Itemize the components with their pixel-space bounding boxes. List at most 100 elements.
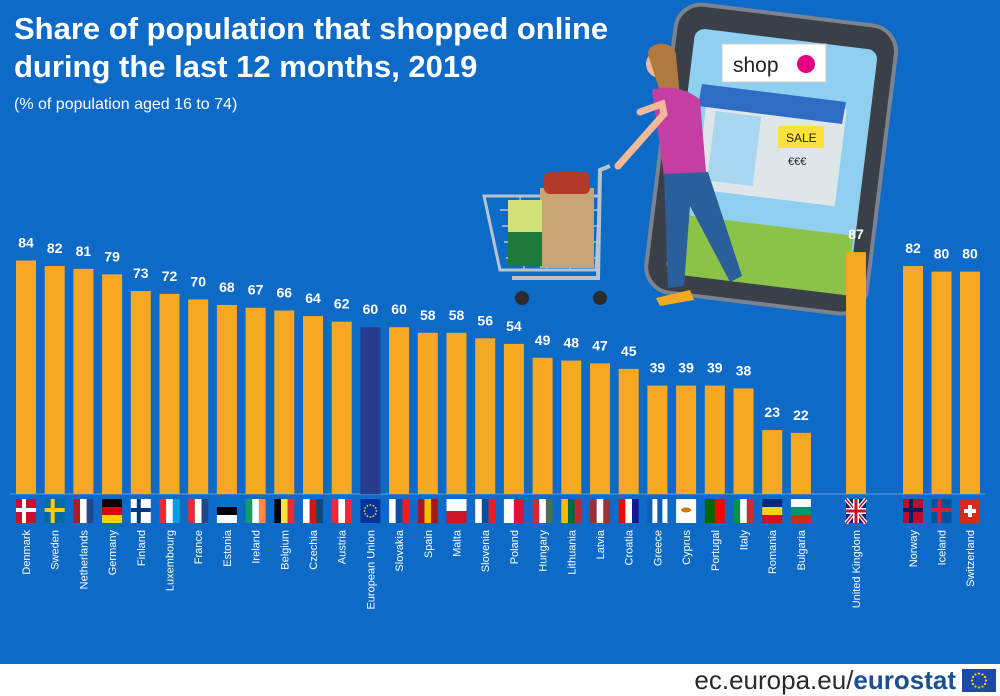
flag-slovenia-icon [475, 499, 496, 523]
flag-estonia-icon [216, 499, 237, 523]
category-label-poland: Poland [509, 530, 521, 564]
shop-awning [698, 84, 846, 124]
category-label-switzerland: Switzerland [965, 530, 977, 587]
shop-sign-text: shop [733, 54, 779, 77]
bar-romania [762, 430, 783, 494]
category-label-lithuania: Lithuania [566, 529, 578, 575]
value-label-france: 70 [190, 273, 206, 289]
category-label-romania: Romania [767, 529, 779, 574]
flag-european-union-icon [360, 499, 381, 523]
bar-hungary [532, 357, 553, 494]
value-label-hungary: 49 [535, 332, 551, 348]
value-label-latvia: 47 [592, 337, 608, 353]
bar-france [188, 299, 209, 494]
category-label-european-union: European Union [365, 530, 377, 610]
bar-iceland [931, 271, 952, 494]
value-label-iceland: 80 [934, 246, 950, 262]
flag-finland-icon [130, 499, 151, 523]
online-shop-icon [797, 55, 815, 73]
category-label-czechia: Czechia [308, 529, 320, 570]
flag-luxembourg-icon [159, 499, 180, 523]
category-label-slovakia: Slovakia [394, 529, 406, 571]
category-label-latvia: Latvia [595, 529, 607, 559]
value-label-portugal: 39 [707, 360, 723, 376]
value-label-european-union: 60 [363, 301, 379, 317]
flag-ireland-icon [245, 499, 266, 523]
value-label-luxembourg: 72 [162, 268, 178, 284]
value-label-romania: 23 [764, 404, 780, 420]
bar-malta [446, 332, 467, 494]
bar-switzerland [960, 271, 980, 494]
value-label-bulgaria: 22 [793, 407, 809, 423]
footer: ec.europa.eu/eurostat [0, 664, 1000, 696]
sale-sign [778, 126, 824, 148]
footer-link[interactable]: ec.europa.eu/eurostat [694, 665, 956, 695]
value-label-poland: 54 [506, 318, 522, 334]
value-label-denmark: 84 [18, 234, 34, 250]
value-label-czechia: 64 [305, 290, 321, 306]
bar-netherlands [73, 268, 94, 494]
bar-sweden [44, 266, 65, 494]
value-label-slovenia: 56 [477, 312, 493, 328]
flag-latvia-icon [590, 499, 610, 523]
bar-greece [647, 385, 668, 494]
flag-belgium-icon [274, 499, 295, 523]
value-label-united-kingdom: 87 [848, 226, 864, 242]
flag-iceland-icon [931, 499, 952, 523]
bar-ireland [245, 307, 266, 494]
category-label-luxembourg: Luxembourg [165, 530, 177, 591]
bar-slovenia [475, 338, 496, 494]
flag-malta-icon [446, 499, 467, 523]
flag-spain-icon [417, 499, 438, 523]
category-label-ireland: Ireland [251, 530, 263, 564]
category-label-germany: Germany [107, 530, 119, 576]
flag-greece-icon [647, 499, 668, 523]
value-label-austria: 62 [334, 296, 350, 312]
category-label-sweden: Sweden [50, 530, 62, 570]
value-label-switzerland: 80 [962, 246, 978, 262]
value-label-netherlands: 81 [76, 243, 92, 259]
category-label-austria: Austria [337, 529, 349, 564]
bar-united-kingdom [846, 252, 866, 494]
value-label-sweden: 82 [47, 240, 63, 256]
category-label-denmark: Denmark [21, 530, 33, 575]
category-label-netherlands: Netherlands [78, 530, 90, 590]
value-label-belgium: 66 [277, 285, 293, 301]
flags [16, 497, 980, 525]
value-label-ireland: 67 [248, 282, 264, 298]
category-label-norway: Norway [908, 530, 920, 568]
value-label-finland: 73 [133, 265, 149, 281]
value-labels: 84 82 81 79 73 72 70 68 67 66 64 62 60 60 58 58 56 54 49 48… [18, 226, 978, 423]
flag-slovakia-icon [389, 499, 410, 523]
category-label-hungary: Hungary [538, 530, 550, 572]
bar-germany [102, 274, 123, 494]
title-line-2: during the last 12 months, 2019 [14, 49, 478, 84]
flag-croatia-icon [618, 499, 639, 523]
bar-croatia [618, 368, 639, 494]
chart-subtitle: (% of population aged 16 to 74) [14, 96, 238, 113]
category-label-belgium: Belgium [279, 530, 291, 570]
shopping-cart-icon [482, 164, 611, 305]
category-label-united-kingdom: United Kingdom [851, 530, 863, 608]
shopper-shoe [656, 290, 694, 306]
bar-portugal [704, 385, 725, 494]
value-label-spain: 58 [420, 307, 436, 323]
flag-poland-icon [503, 499, 524, 523]
flag-austria-icon [331, 499, 352, 523]
shop-door [707, 111, 762, 187]
category-label-cyprus: Cyprus [681, 530, 693, 565]
value-label-malta: 58 [449, 307, 465, 323]
flag-switzerland-icon [960, 499, 980, 523]
category-label-portugal: Portugal [710, 530, 722, 571]
bar-slovakia [389, 327, 410, 494]
value-label-germany: 79 [104, 248, 120, 264]
shopper-legs [664, 172, 742, 288]
chart-title: Share of population that shopped online d… [14, 10, 654, 86]
flag-netherlands-icon [73, 499, 94, 523]
shopping-illustration: shop SALE €€€ [482, 2, 898, 316]
value-label-norway: 82 [905, 240, 921, 256]
title-line-1: Share of population that shopped online [14, 11, 609, 46]
bar-italy [733, 388, 754, 494]
value-label-lithuania: 48 [564, 335, 580, 351]
bar-bulgaria [790, 432, 811, 494]
